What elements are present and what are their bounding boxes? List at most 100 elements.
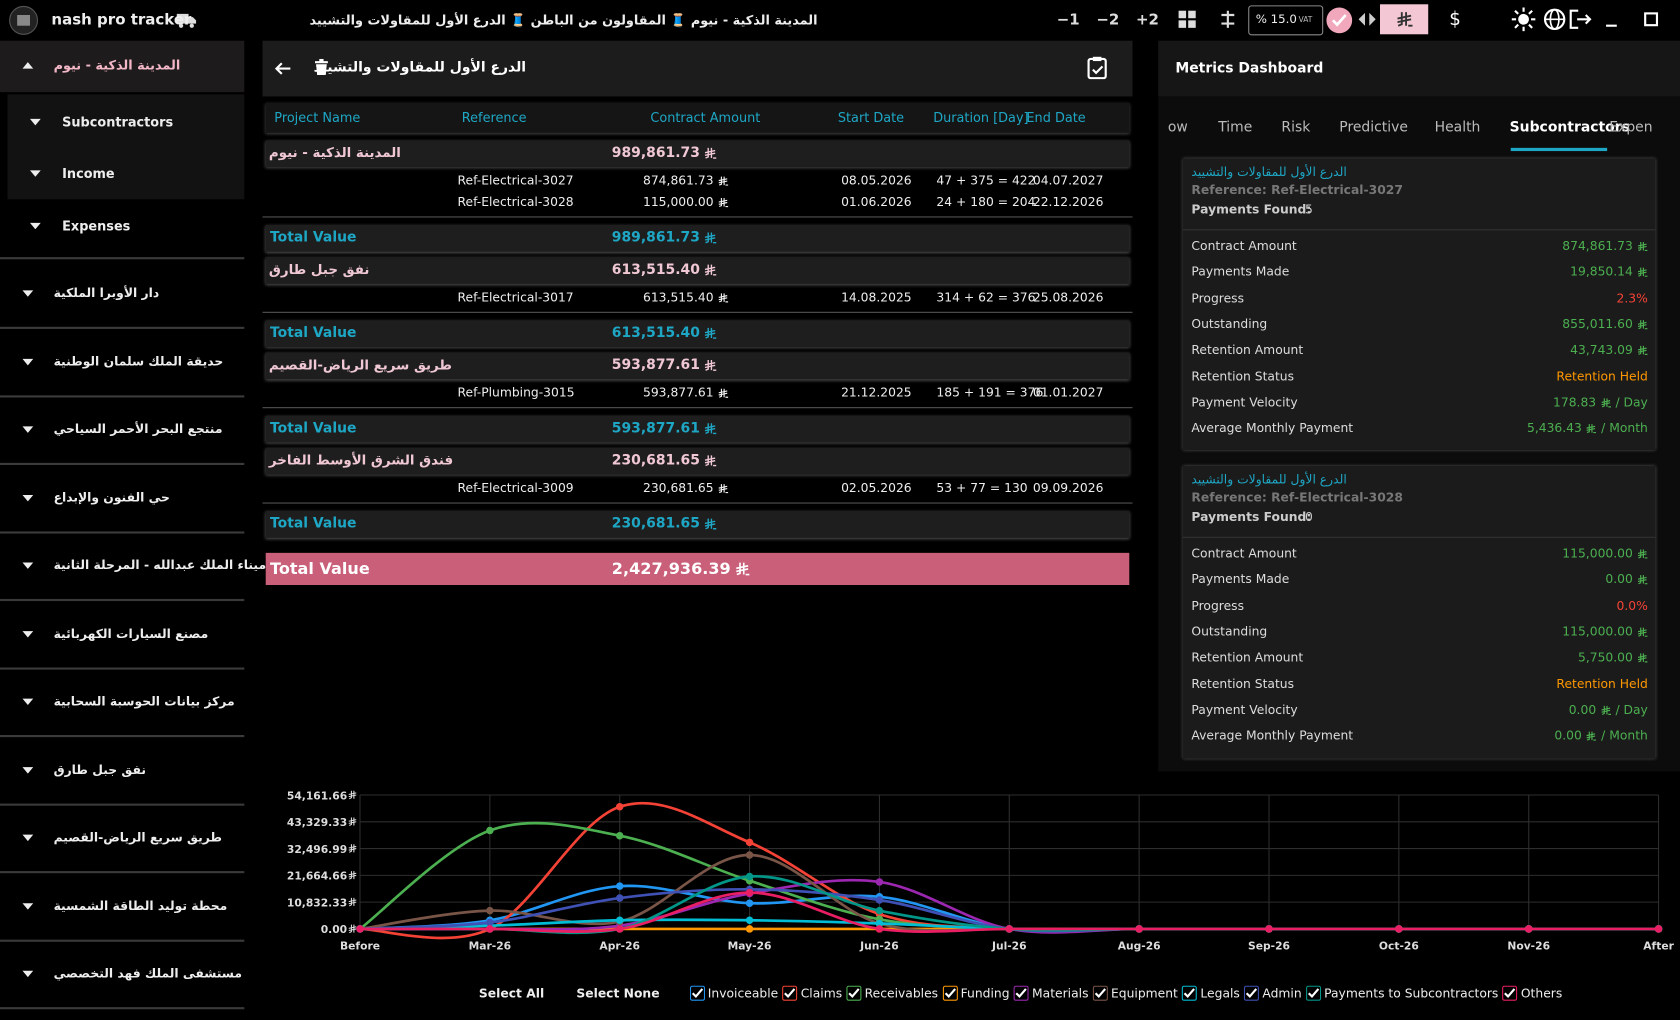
back-button[interactable] xyxy=(273,59,292,78)
offset-button[interactable]: +2 xyxy=(1135,11,1160,29)
sidebar-section[interactable]: Subcontractors xyxy=(62,114,174,130)
project-item[interactable]: ميناء الملك عبدالله - المرحلة الثانية xyxy=(53,557,267,573)
legend-checkbox[interactable] xyxy=(1244,985,1260,1001)
project-item[interactable]: منتجع البحر الأحمر السياحي xyxy=(53,421,223,437)
metric-unit: / Month xyxy=(1601,420,1648,436)
legend-item[interactable]: Admin xyxy=(1244,985,1302,1001)
metric-label: Average Monthly Payment xyxy=(1191,420,1354,436)
legend-checkbox[interactable] xyxy=(782,985,798,1001)
logout-icon[interactable] xyxy=(1569,9,1593,30)
currency-icon xyxy=(1637,241,1648,252)
legend-checkbox[interactable] xyxy=(1502,985,1518,1001)
project-item[interactable]: طريق سريع الرياض-القصيم xyxy=(53,829,222,845)
clipboard-button[interactable] xyxy=(1085,56,1109,80)
column-header[interactable]: Start Date xyxy=(837,110,905,126)
expand-caret[interactable] xyxy=(22,766,34,774)
row-amount: 230,681.65 xyxy=(643,480,714,496)
total-amount: 230,681.65 xyxy=(611,515,700,532)
data-point xyxy=(615,831,624,840)
offset-button[interactable]: −1 xyxy=(1056,11,1080,29)
sidebar-section[interactable]: Income xyxy=(62,166,115,182)
minimize-button[interactable] xyxy=(1604,11,1619,28)
expand-caret[interactable] xyxy=(22,698,34,706)
currency-sar-button[interactable] xyxy=(1380,4,1429,35)
truck-icon[interactable] xyxy=(175,10,199,29)
group-name: طريق سريع الرياض-القصيم xyxy=(268,356,452,373)
currency-usd-button[interactable]: $ xyxy=(1449,9,1461,31)
legend-checkbox[interactable] xyxy=(942,985,958,1001)
project-item[interactable]: محطة توليد الطاقة الشمسية xyxy=(53,897,228,913)
select-all-button[interactable]: Select All xyxy=(478,985,545,1001)
project-item[interactable]: نفق جبل طارق xyxy=(53,761,147,777)
collapse-caret[interactable] xyxy=(22,62,34,69)
column-header[interactable]: Reference xyxy=(461,110,527,126)
expand-caret[interactable] xyxy=(22,902,34,910)
tab[interactable]: Risk xyxy=(1281,119,1311,136)
expand-caret[interactable] xyxy=(22,426,34,433)
card-reference: Reference: Ref-Electrical-3028 xyxy=(1191,489,1403,505)
expand-caret[interactable] xyxy=(22,970,34,978)
vat-input[interactable] xyxy=(1248,5,1324,36)
project-item[interactable]: مصنع السيارات الكهربائية xyxy=(53,625,209,641)
tab[interactable]: Predictive xyxy=(1339,119,1408,136)
legend-item[interactable]: Equipment xyxy=(1092,985,1178,1001)
tab[interactable]: Subcontractors xyxy=(1509,119,1630,136)
sidebar-section[interactable]: Expenses xyxy=(62,218,131,234)
column-header[interactable]: End Date xyxy=(1026,110,1086,126)
expand-caret[interactable] xyxy=(22,494,34,501)
expand-caret[interactable] xyxy=(22,630,34,637)
legend-item[interactable]: Receivables xyxy=(846,985,938,1001)
maximize-button[interactable] xyxy=(1644,12,1659,27)
direction-toggle[interactable] xyxy=(1356,11,1377,28)
expand-caret[interactable] xyxy=(22,834,34,842)
expand-caret[interactable] xyxy=(22,358,34,365)
expand-caret[interactable] xyxy=(22,562,34,569)
layout-icon[interactable] xyxy=(1178,10,1197,29)
delete-button[interactable] xyxy=(314,58,329,76)
legend-checkbox[interactable] xyxy=(1092,985,1108,1001)
legend-checkbox[interactable] xyxy=(1182,985,1198,1001)
project-item[interactable]: مركز بيانات الحوسبة السحابية xyxy=(53,693,235,709)
expand-caret[interactable] xyxy=(30,222,41,230)
legend-item[interactable]: Funding xyxy=(942,985,1010,1001)
project-item[interactable]: حي الفنون والإبداع xyxy=(53,489,170,505)
tab[interactable]: ow xyxy=(1167,119,1188,136)
tab[interactable]: Expen xyxy=(1609,119,1653,136)
currency-icon xyxy=(348,844,357,853)
language-icon[interactable] xyxy=(1543,8,1567,32)
confirm-button[interactable] xyxy=(1325,6,1353,34)
legend-checkbox[interactable] xyxy=(1013,985,1029,1001)
y-tick-label: 32,496.99 xyxy=(287,843,347,856)
offset-button[interactable]: −2 xyxy=(1096,11,1120,29)
legend-label: Materials xyxy=(1032,985,1089,1001)
legend-item[interactable]: Claims xyxy=(782,985,842,1001)
project-item[interactable]: دار الأوبرا الملكية xyxy=(53,285,160,301)
tune-icon[interactable] xyxy=(1218,10,1237,29)
legend-checkbox[interactable] xyxy=(846,985,862,1001)
vat-value: % 15.0 xyxy=(1255,12,1297,27)
legend-item[interactable]: Others xyxy=(1502,985,1562,1001)
legend-item[interactable]: Materials xyxy=(1013,985,1089,1001)
expand-caret[interactable] xyxy=(30,170,41,177)
end-date: 01.01.2027 xyxy=(1032,384,1104,400)
theme-icon[interactable] xyxy=(1511,6,1537,32)
column-header[interactable]: Contract Amount xyxy=(650,110,761,126)
tab[interactable]: Health xyxy=(1434,119,1481,136)
currency-icon xyxy=(1586,423,1597,434)
column-header[interactable]: Duration [Day] xyxy=(933,110,1029,126)
legend-item[interactable]: Payments to Subcontractors xyxy=(1305,985,1498,1001)
expand-caret[interactable] xyxy=(30,118,41,126)
select-none-button[interactable]: Select None xyxy=(576,985,660,1001)
column-header[interactable]: Project Name xyxy=(274,110,361,126)
expand-caret[interactable] xyxy=(22,290,34,297)
tab[interactable]: Time xyxy=(1218,119,1253,136)
project-item[interactable]: مستشفى الملك فهد التخصصي xyxy=(53,965,242,981)
project-item[interactable]: حديقة الملك سلمان الوطنية xyxy=(53,353,224,369)
legend-item[interactable]: Invoiceable xyxy=(689,985,778,1001)
legend-checkbox[interactable] xyxy=(689,985,705,1001)
project-title[interactable]: المدينة الذكية - نيوم xyxy=(53,57,181,73)
metric-label: Retention Amount xyxy=(1191,649,1304,665)
legend-checkbox[interactable] xyxy=(1305,985,1321,1001)
legend-item[interactable]: Legals xyxy=(1182,985,1240,1001)
